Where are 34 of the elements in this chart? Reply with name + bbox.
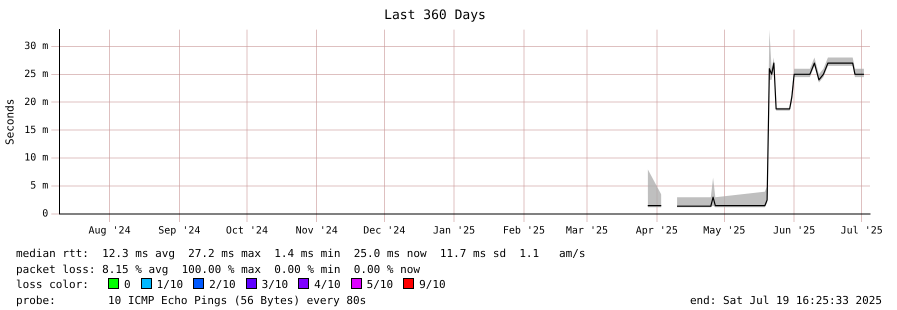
x-tick-label: Feb '25 [502,226,545,237]
text: 1/10 [156,278,184,291]
y-axis-title: Seconds [3,98,16,145]
x-tick-label: Aug '24 [88,226,131,237]
x-tick-label: Dec '24 [363,226,406,237]
x-tick-label: Jun '25 [773,226,816,237]
text: 5/10 [366,278,394,291]
x-tick-label: Nov '24 [296,226,338,237]
text: end: Sat Jul 19 16:25:33 2025 [690,292,882,308]
y-tick-label: 30 m [24,40,48,52]
text: 4/10 [314,278,341,291]
y-tick-label: 20 m [24,96,48,108]
text: 9/10 [419,278,446,291]
text: 10 ICMP Echo Pings (56 Bytes) every 80s [108,294,366,306]
chart-title: Last 360 Days [384,8,486,24]
text: 0 [124,278,131,291]
y-tick-label: 10 m [24,152,48,164]
x-tick-label: Mar '25 [566,226,608,237]
text: 2/10 [209,278,236,291]
x-tick-label: Jul '25 [840,226,883,237]
x-tick-label: Apr '25 [636,226,678,237]
text: packet loss: 8.15 % avg 100.00 % max 0.00 % min 0.00 % now [16,262,420,276]
y-tick-label: 15 m [24,124,48,136]
y-tick-label: 5 m [30,180,48,192]
x-tick-label: May '25 [703,226,746,237]
text: median rtt: 12.3 ms avg 27.2 ms max 1.4 ms min 25.0 ms now 11.7 ms sd 1.1 am/s [16,247,586,260]
x-tick-label: Oct '24 [226,226,268,237]
y-tick-label: 25 m [24,68,48,80]
y-tick-label: 0 [42,208,48,220]
x-tick-label: Jan '25 [433,226,476,237]
x-tick-label: Sep '24 [158,226,200,237]
text: probe: [16,292,57,308]
text: 3/10 [262,278,288,291]
text: loss color: [16,277,90,292]
